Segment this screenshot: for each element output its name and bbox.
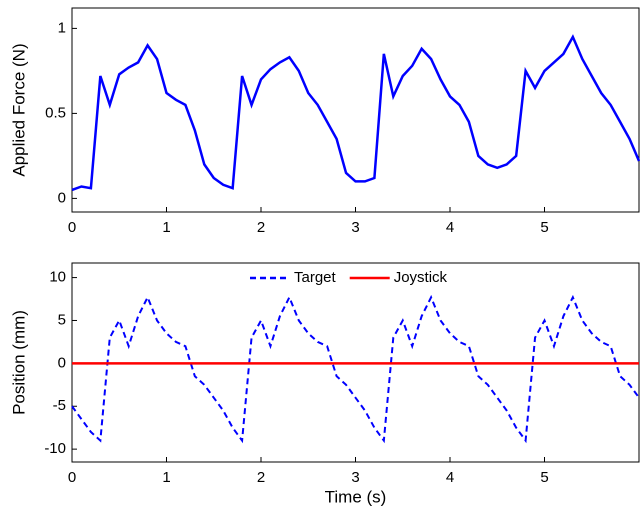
x-tick-label: 3 [351,219,359,236]
y-tick-label: 0 [58,189,66,206]
legend-label: Joystick [394,269,448,286]
y-axis-label: Position (mm) [9,310,28,415]
x-tick-label: 0 [68,219,76,236]
series-line [71,294,640,444]
x-tick-label: 0 [68,469,76,486]
y-tick-label: 0.5 [45,104,66,121]
x-tick-label: 4 [446,469,454,486]
x-tick-label: 2 [257,469,265,486]
series-line [71,34,640,192]
x-axis-label: Time (s) [325,487,387,506]
legend-label: Target [294,269,337,286]
y-tick-label: 5 [58,311,66,328]
x-tick-label: 1 [162,469,170,486]
x-tick-label: 1 [162,219,170,236]
x-tick-label: 5 [540,469,548,486]
y-tick-label: 0 [58,354,66,371]
x-tick-label: 5 [540,219,548,236]
x-tick-label: 3 [351,469,359,486]
y-axis-label: Applied Force (N) [9,43,28,176]
x-tick-label: 4 [446,219,454,236]
y-tick-label: 10 [49,269,66,286]
x-tick-label: 2 [257,219,265,236]
y-tick-label: 1 [58,19,66,36]
y-tick-label: -5 [53,397,66,414]
y-tick-label: -10 [44,440,66,457]
